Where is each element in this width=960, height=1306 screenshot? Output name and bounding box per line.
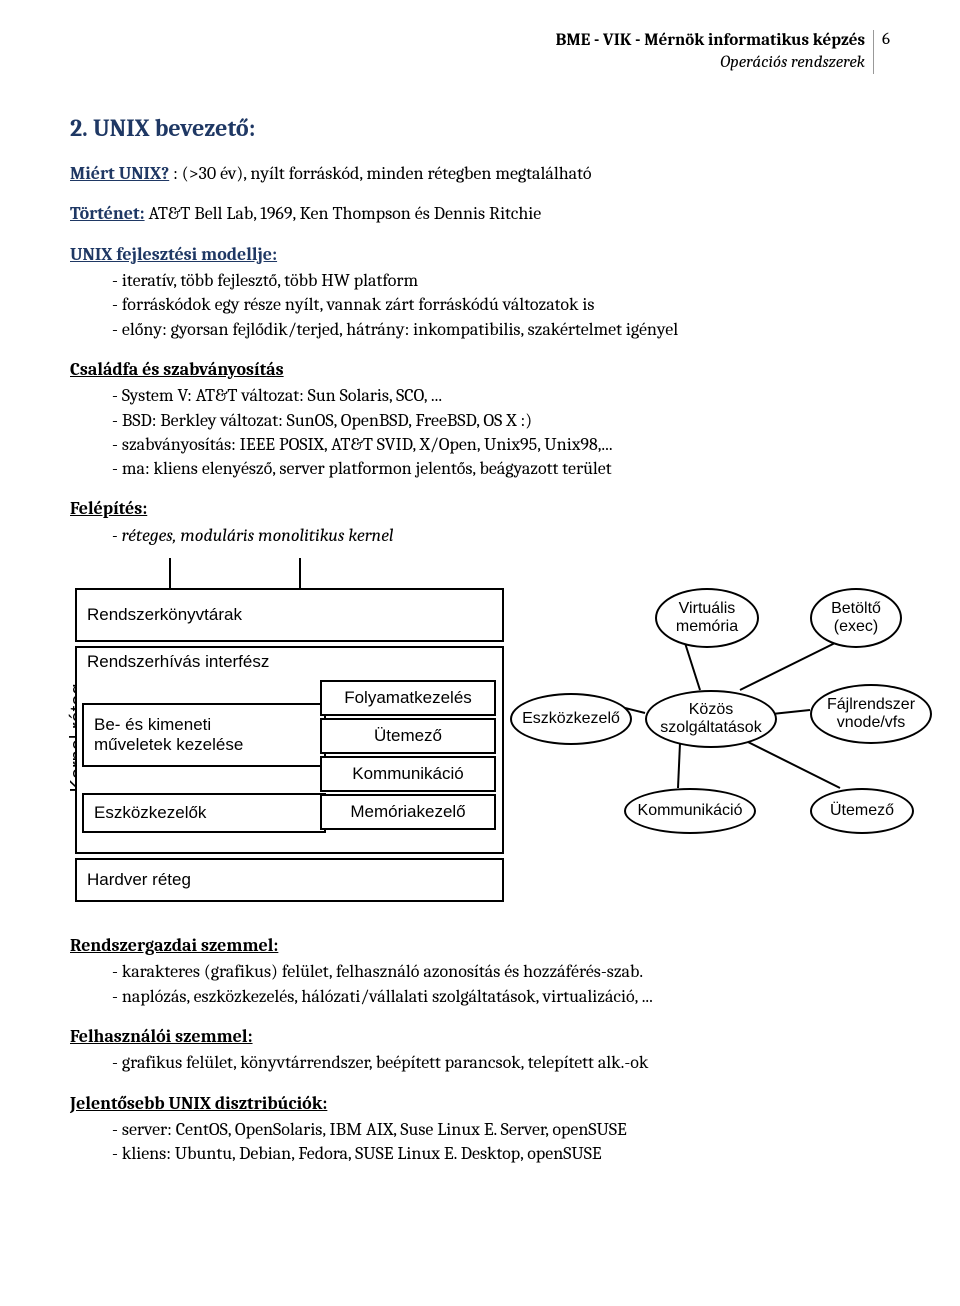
list-item: réteges, moduláris monolitikus kernel <box>124 524 890 548</box>
ellipse-exec: Betöltő (exec) <box>810 588 902 648</box>
list-item: naplózás, eszközkezelés, hálózati/vállal… <box>124 985 890 1009</box>
ellipse-ecomm: Kommunikáció <box>624 788 756 834</box>
page-header: BME - VIK - Mérnök informatikus képzés O… <box>70 30 890 74</box>
header-title: BME - VIK - Mérnök informatikus képzés <box>556 30 865 52</box>
felhasznaloi-list: grafikus felület, könyvtárrendszer, beép… <box>70 1051 890 1075</box>
list-item: server: CentOS, OpenSolaris, IBM AIX, Su… <box>124 1118 890 1142</box>
box-sched: Ütemező <box>320 718 496 754</box>
rendszergazdai-list: karakteres (grafikus) felület, felhaszná… <box>70 960 890 1009</box>
list-item: szabványosítás: IEEE POSIX, AT&T SVID, X… <box>124 433 890 457</box>
page-number: 6 <box>874 30 890 49</box>
modell-list: iteratív, több fejlesztő, több HW platfo… <box>70 269 890 342</box>
tortenet-label: Történet: <box>70 203 145 224</box>
list-item: előny: gyorsan fejlődik/terjed, hátrány:… <box>124 318 890 342</box>
modell-label: UNIX fejlesztési modellje: <box>70 244 277 265</box>
box-drivers: Eszközkezelők <box>82 793 326 833</box>
felhasznaloi-label: Felhasználói szemmel: <box>70 1025 890 1049</box>
felepites-list: réteges, moduláris monolitikus kernel <box>70 524 890 548</box>
box-proc: Folyamatkezelés <box>320 680 496 716</box>
list-item: forráskódok egy része nyílt, vannak zárt… <box>124 293 890 317</box>
list-item: grafikus felület, könyvtárrendszer, beép… <box>124 1051 890 1075</box>
section-title: 2. UNIX bevezető: <box>70 114 890 142</box>
csaladfa-list: System V: AT&T változat: Sun Solaris, SC… <box>70 384 890 481</box>
rendszergazdai-label: Rendszergazdai szemmel: <box>70 934 890 958</box>
csaladfa-label: Családfa és szabványosítás <box>70 358 890 382</box>
header-subtitle: Operációs rendszerek <box>556 52 865 74</box>
list-item: karakteres (grafikus) felület, felhaszná… <box>124 960 890 984</box>
architecture-diagram: Kernel réteg Rendszerkönyvtárak Rendszer… <box>20 558 940 918</box>
box-io: Be- és kimeneti műveletek kezelése <box>82 703 326 767</box>
list-item: iteratív, több fejlesztő, több HW platfo… <box>124 269 890 293</box>
disztrib-label: Jelentősebb UNIX disztribúciók: <box>70 1092 890 1116</box>
ellipse-vm: Virtuális memória <box>655 588 759 648</box>
box-hw: Hardver réteg <box>75 858 504 902</box>
box-comm: Kommunikáció <box>320 756 496 792</box>
box-mem: Memóriakezelő <box>320 794 496 830</box>
ellipse-devmgr: Eszközkezelő <box>510 693 632 745</box>
list-item: BSD: Berkley változat: SunOS, OpenBSD, F… <box>124 409 890 433</box>
tortenet-text: AT&T Bell Lab, 1969, Ken Thompson és Den… <box>145 203 542 224</box>
felepites-label: Felépítés: <box>70 497 890 521</box>
list-item: ma: kliens elenyésző, server platformon … <box>124 457 890 481</box>
box-libs: Rendszerkönyvtárak <box>75 588 504 642</box>
ellipse-esched: Ütemező <box>810 788 914 834</box>
ellipse-fs: Fájlrendszer vnode/vfs <box>810 684 932 744</box>
miert-label: Miért UNIX? <box>70 163 169 184</box>
ellipse-common: Közös szolgáltatások <box>645 690 777 748</box>
miert-text: : (>30 év), nyílt forráskód, minden réte… <box>169 163 591 184</box>
list-item: System V: AT&T változat: Sun Solaris, SC… <box>124 384 890 408</box>
list-item: kliens: Ubuntu, Debian, Fedora, SUSE Lin… <box>124 1142 890 1166</box>
disztrib-list: server: CentOS, OpenSolaris, IBM AIX, Su… <box>70 1118 890 1167</box>
